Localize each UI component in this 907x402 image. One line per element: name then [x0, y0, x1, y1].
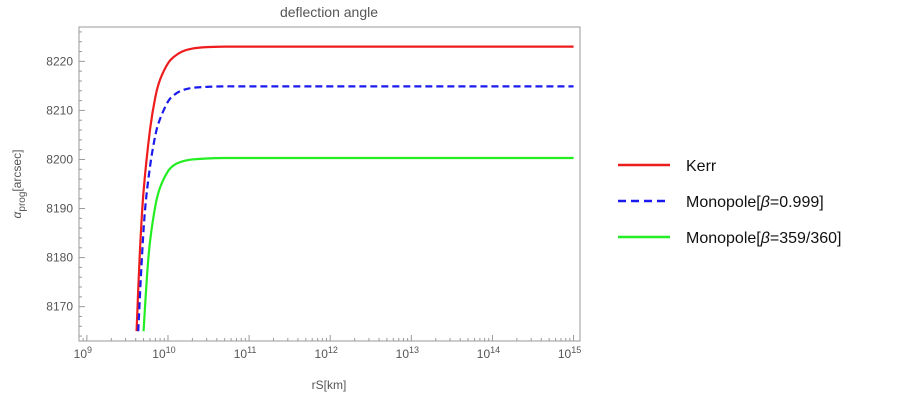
series-line-1: [135, 45, 574, 332]
x-tick-label: 109: [74, 345, 92, 361]
x-tick-label: 1015: [558, 345, 581, 361]
y-axis-label: αprog[arcsec]: [10, 150, 28, 219]
y-tick-label: 8200: [46, 152, 73, 166]
legend-label-3: Monopole[β=359/360]: [686, 230, 841, 247]
x-tick-label: 1014: [477, 345, 500, 361]
series-line-3: [142, 156, 574, 332]
y-tick-label: 8180: [46, 251, 73, 265]
x-tick-label: 1010: [152, 345, 175, 361]
series-line-2: [137, 85, 574, 332]
x-tick-label: 1013: [396, 345, 419, 361]
x-tick-label: 1011: [234, 345, 257, 361]
y-tick-label: 8210: [46, 103, 73, 117]
x-axis: 109 1010 1011 1012 1013 1014 1015: [74, 335, 581, 361]
series-group: [135, 45, 574, 332]
y-tick-label: 8220: [46, 54, 73, 68]
plot-frame: [78, 26, 581, 342]
x-axis-label: rS[km]: [312, 378, 347, 392]
chart-title: deflection angle: [280, 4, 378, 20]
legend-label-2: Monopole[β=0.999]: [686, 194, 824, 211]
y-tick-label: 8190: [46, 202, 73, 216]
legend-label-1: Kerr: [686, 158, 717, 175]
y-axis: 8170 8180 8190 8200 8210 8220: [46, 31, 85, 337]
x-tick-label: 1012: [315, 345, 338, 361]
y-tick-label: 8170: [46, 300, 73, 314]
legend: Kerr Monopole[β=0.999] Monopole[β=359/360]: [618, 158, 841, 247]
